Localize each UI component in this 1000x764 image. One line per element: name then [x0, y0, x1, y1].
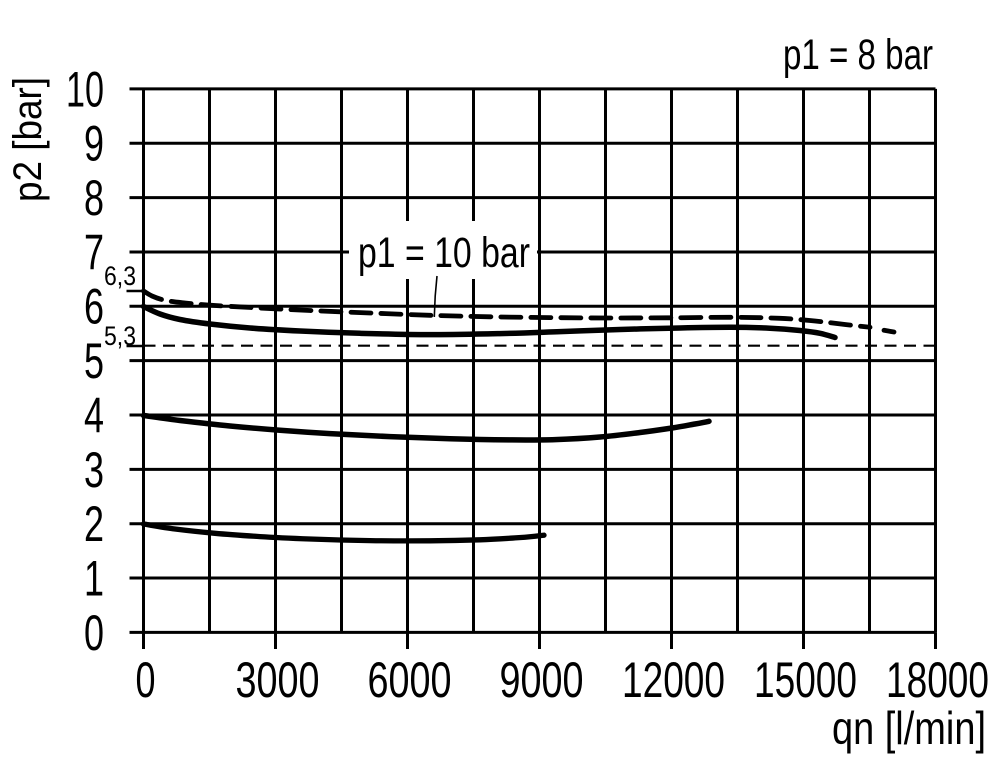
svg-text:3: 3	[84, 442, 104, 498]
svg-text:p1 = 8 bar: p1 = 8 bar	[783, 31, 933, 79]
svg-text:2: 2	[84, 496, 104, 552]
svg-text:6,3: 6,3	[104, 261, 136, 291]
svg-text:7: 7	[84, 224, 104, 280]
svg-text:p1 = 10 bar: p1 = 10 bar	[358, 229, 530, 277]
svg-text:5,3: 5,3	[104, 321, 136, 351]
svg-text:18000: 18000	[886, 652, 989, 708]
svg-text:12000: 12000	[622, 652, 725, 708]
svg-text:4: 4	[84, 387, 104, 443]
svg-text:0: 0	[84, 605, 104, 661]
svg-text:6000: 6000	[368, 652, 452, 708]
svg-text:10: 10	[66, 61, 104, 117]
svg-text:15000: 15000	[754, 652, 857, 708]
svg-text:qn [l/min]: qn [l/min]	[832, 702, 986, 754]
svg-text:0: 0	[136, 652, 156, 708]
svg-text:p2 [bar]: p2 [bar]	[6, 77, 50, 202]
svg-text:3000: 3000	[236, 652, 320, 708]
svg-text:5: 5	[84, 333, 104, 389]
svg-text:1: 1	[84, 551, 104, 607]
svg-text:9000: 9000	[500, 652, 584, 708]
svg-text:9: 9	[84, 116, 104, 172]
svg-text:6: 6	[84, 279, 104, 335]
svg-text:8: 8	[84, 170, 104, 226]
